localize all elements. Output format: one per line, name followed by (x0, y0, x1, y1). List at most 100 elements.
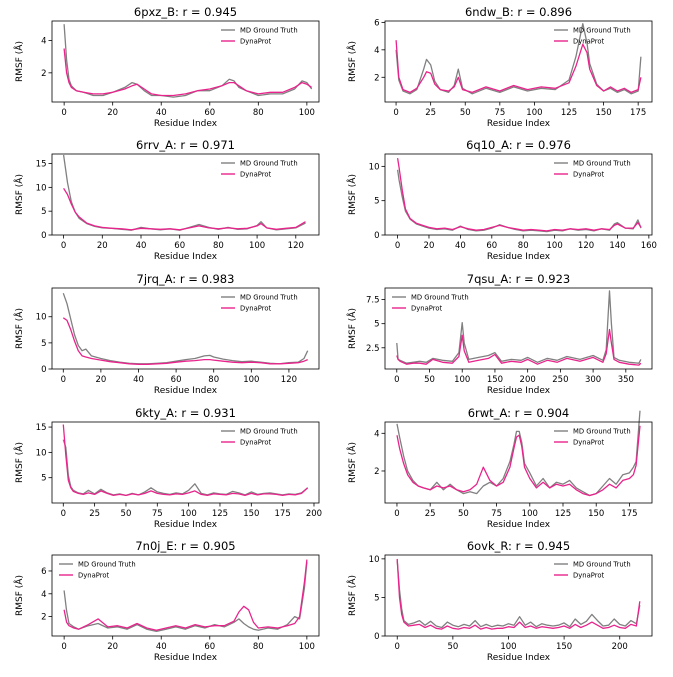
x-tick-label: 100 (547, 241, 563, 251)
x-tick-label: 25 (425, 108, 436, 118)
legend-label: MD Ground Truth (573, 428, 631, 436)
x-tick-label: 0 (393, 108, 398, 118)
y-tick-label: 5 (41, 207, 46, 217)
x-tick-label: 100 (500, 642, 516, 652)
y-tick-label: 10 (369, 162, 380, 172)
y-tick-label: 10 (36, 448, 47, 458)
x-axis-label: Residue Index (487, 653, 551, 663)
series-line-dynaprot (62, 424, 309, 497)
subplot-title: 6kty_A: r = 0.931 (135, 406, 236, 420)
series-line-dynaprot (63, 48, 313, 97)
x-tick-label: 40 (133, 375, 144, 385)
legend-label: DynaProt (240, 305, 272, 313)
axes-frame (51, 421, 320, 504)
x-tick-label: 200 (612, 642, 628, 652)
x-axis-label: Residue Index (487, 252, 551, 262)
x-tick-label: 125 (561, 108, 577, 118)
x-tick-label: 0 (61, 509, 66, 519)
x-tick-label: 100 (249, 241, 265, 251)
x-tick-label: 0 (61, 108, 66, 118)
subplot-10: 6ovk_R: r = 0.945 0 50 100 150 200 0 5 10 Residue… (346, 539, 653, 663)
x-tick-label: 150 (487, 375, 503, 385)
x-tick-label: 40 (136, 241, 147, 251)
y-tick-label: 15 (36, 423, 47, 433)
subplot-title: 7n0j_E: r = 0.905 (135, 539, 235, 553)
legend: MD Ground Truth DynaProt (554, 561, 631, 580)
legend-label: MD Ground Truth (573, 160, 631, 168)
axes-frame (384, 287, 653, 370)
legend: MD Ground Truth DynaProt (392, 294, 469, 313)
x-tick-label: 200 (306, 509, 322, 519)
x-tick-label: 0 (61, 375, 66, 385)
subplot-title: 6ovk_R: r = 0.945 (467, 539, 570, 553)
x-tick-label: 200 (520, 375, 536, 385)
axes-frame (51, 20, 320, 103)
x-tick-label: 0 (395, 241, 400, 251)
y-tick-label: 0 (374, 231, 379, 241)
x-tick-label: 0 (61, 241, 66, 251)
x-tick-label: 100 (454, 375, 470, 385)
x-tick-label: 80 (208, 375, 219, 385)
legend-label: MD Ground Truth (240, 160, 298, 168)
x-tick-label: 100 (243, 375, 259, 385)
subplot-title: 7qsu_A: r = 0.923 (467, 272, 570, 286)
x-tick-label: 150 (588, 509, 604, 519)
subplot-9: 7n0j_E: r = 0.905 0 20 40 60 80 100 2 4 6 Residue … (13, 539, 320, 663)
axes-frame (51, 287, 320, 370)
y-tick-label: 10 (369, 555, 380, 565)
y-axis-label: RMSF (Å) (13, 41, 25, 82)
series-line-md-ground-truth (62, 439, 309, 497)
y-tick-label: 5 (374, 197, 379, 207)
x-tick-label: 175 (275, 509, 291, 519)
legend-label: DynaProt (573, 38, 605, 46)
x-tick-label: 0 (394, 509, 399, 519)
y-tick-label: 5 (374, 593, 379, 603)
x-axis-label: Residue Index (154, 520, 218, 530)
series-line-md-ground-truth (396, 560, 641, 629)
y-tick-label: 4 (374, 46, 379, 56)
legend-label: MD Ground Truth (573, 27, 631, 35)
x-tick-label: 40 (455, 241, 466, 251)
x-axis-label: Residue Index (154, 252, 218, 262)
y-tick-label: 6 (41, 567, 46, 577)
axes-frame (51, 554, 320, 637)
series-line-dynaprot (396, 425, 641, 497)
series-line-dynaprot (395, 40, 642, 94)
legend-label: DynaProt (240, 38, 272, 46)
series-line-md-ground-truth (63, 561, 308, 633)
x-axis-label: Residue Index (487, 520, 551, 530)
x-tick-label: 50 (447, 642, 458, 652)
x-tick-label: 50 (424, 375, 435, 385)
subplot-title: 6rwt_A: r = 0.904 (468, 406, 570, 420)
x-tick-label: 160 (641, 241, 657, 251)
y-tick-label: 2 (41, 613, 46, 623)
subplot-6: 7qsu_A: r = 0.923 0 50 100 150 200 250 300 350 2.… (346, 272, 653, 396)
y-axis-label: RMSF (Å) (13, 174, 25, 215)
x-axis-label: Residue Index (487, 386, 551, 396)
x-tick-label: 60 (486, 241, 497, 251)
legend-label: DynaProt (240, 439, 272, 447)
legend-label: DynaProt (573, 171, 605, 179)
x-tick-label: 60 (171, 375, 182, 385)
legend: MD Ground Truth DynaProt (554, 428, 631, 447)
y-axis-label: RMSF (Å) (346, 442, 358, 483)
x-tick-label: 120 (288, 241, 304, 251)
legend-label: DynaProt (78, 572, 110, 580)
y-axis-label: RMSF (Å) (346, 41, 358, 82)
x-axis-label: Residue Index (487, 119, 551, 129)
y-tick-label: 0 (41, 365, 46, 375)
x-tick-label: 0 (394, 375, 399, 385)
x-tick-label: 60 (174, 241, 185, 251)
x-tick-label: 40 (156, 642, 167, 652)
subplot-title: 6pxz_B: r = 0.945 (134, 5, 237, 19)
axes-frame (384, 20, 653, 103)
axes-frame (51, 153, 320, 236)
y-tick-label: 0 (374, 632, 379, 642)
y-tick-label: 5 (41, 474, 46, 484)
x-tick-label: 100 (299, 642, 315, 652)
x-tick-label: 0 (61, 642, 66, 652)
axes-frame (384, 421, 653, 504)
x-tick-label: 100 (526, 108, 542, 118)
x-tick-label: 20 (107, 642, 118, 652)
